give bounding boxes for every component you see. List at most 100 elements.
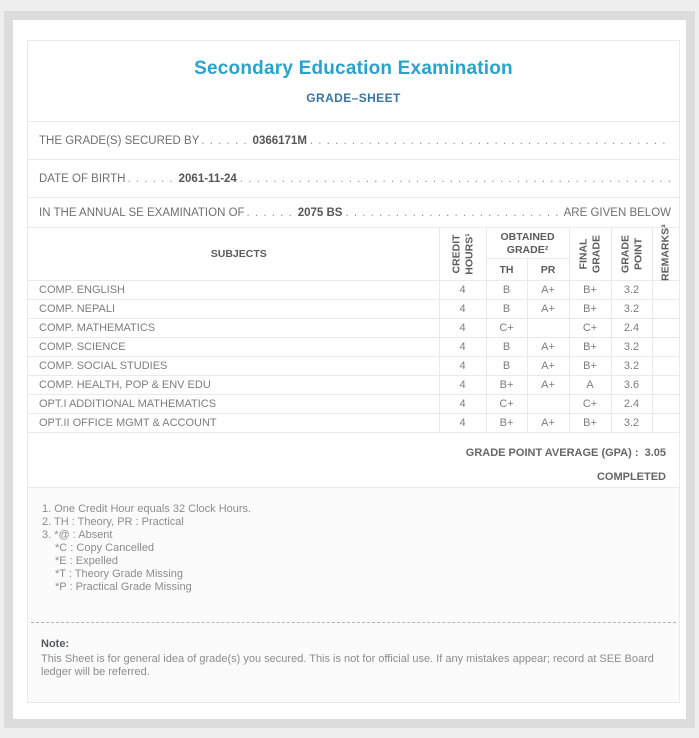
- table-row: COMP. MATHEMATICS 4 C+ C+ 2.4: [28, 318, 679, 338]
- dot-leader: [201, 135, 247, 147]
- secured-by-label: THE GRADE(S) SECURED BY: [39, 134, 200, 147]
- grade-point-cell: 3.2: [610, 299, 653, 319]
- subject-cell: COMP. SCIENCE: [28, 337, 440, 357]
- credit-cell: 4: [438, 356, 487, 376]
- credit-cell: 4: [438, 375, 487, 395]
- subject-cell: COMP. ENGLISH: [28, 280, 440, 300]
- final-grade-vertical-label: FINAL GRADE: [577, 235, 603, 273]
- footnote-copy-cancelled: *C : Copy Cancelled: [55, 542, 155, 554]
- th-grade-cell: B: [485, 299, 528, 319]
- credit-hours-vertical-label: CREDIT HOURS¹: [449, 233, 475, 275]
- pr-grade-cell: A+: [526, 337, 570, 357]
- final-grade-cell: B+: [568, 356, 612, 376]
- column-header-th: TH: [485, 258, 528, 281]
- footnote-theory-missing: *T : Theory Grade Missing: [55, 568, 183, 580]
- th-grade-cell: B: [485, 337, 528, 357]
- grades-table: SUBJECTS CREDIT HOURS¹ OBTAINED GRADE² F…: [28, 224, 679, 433]
- th-grade-cell: C+: [485, 394, 528, 414]
- note-body: This Sheet is for general idea of grade(…: [41, 652, 654, 679]
- subject-cell: COMP. MATHEMATICS: [28, 318, 440, 338]
- subject-cell: COMP. SOCIAL STUDIES: [28, 356, 440, 376]
- credit-cell: 4: [438, 394, 487, 414]
- subject-cell: OPT.I ADDITIONAL MATHEMATICS: [28, 394, 440, 414]
- remark-cell: [651, 318, 679, 338]
- dot-leader: [127, 173, 173, 185]
- page-frame: Secondary Education Examination GRADE–SH…: [4, 11, 695, 728]
- grade-point-cell: 2.4: [610, 394, 653, 414]
- column-header-subjects: SUBJECTS: [28, 227, 440, 281]
- subject-cell: COMP. NEPALI: [28, 299, 440, 319]
- credit-cell: 4: [438, 299, 487, 319]
- th-grade-cell: B: [485, 280, 528, 300]
- page-subtitle: GRADE–SHEET: [306, 91, 401, 105]
- table-row: OPT.I ADDITIONAL MATHEMATICS 4 C+ C+ 2.4: [28, 394, 679, 414]
- pr-grade-cell: [526, 394, 570, 414]
- table-row: COMP. NEPALI 4 B A+ B+ 3.2: [28, 299, 679, 319]
- footnote-expelled: *E : Expelled: [55, 555, 118, 567]
- dot-leader: [240, 173, 671, 185]
- final-grade-cell: B+: [568, 413, 612, 433]
- dot-leader: [247, 207, 293, 219]
- th-grade-cell: B+: [485, 413, 528, 433]
- footer-area: 1. One Credit Hour equals 32 Clock Hours…: [28, 488, 679, 702]
- table-row: COMP. ENGLISH 4 B A+ B+ 3.2: [28, 280, 679, 300]
- remark-cell: [651, 356, 679, 376]
- exam-year-value: 2075 BS: [297, 206, 343, 219]
- grade-point-cell: 3.2: [610, 280, 653, 300]
- info-row-dob: DATE OF BIRTH 2061-11-24: [28, 159, 679, 197]
- th-grade-cell: B: [485, 356, 528, 376]
- table-row: COMP. SOCIAL STUDIES 4 B A+ B+ 3.2: [28, 356, 679, 376]
- table-row: COMP. HEALTH, POP & ENV EDU 4 B+ A+ A 3.…: [28, 375, 679, 395]
- info-row-exam-year: IN THE ANNUAL SE EXAMINATION OF 2075 BS …: [28, 197, 679, 227]
- footnote-th-pr: 2. TH : Theory, PR : Practical: [42, 516, 184, 528]
- gpa-line: GRADE POINT AVERAGE (GPA) : 3.05: [28, 447, 666, 459]
- credit-cell: 4: [438, 318, 487, 338]
- footnotes-list: 1. One Credit Hour equals 32 Clock Hours…: [28, 488, 679, 594]
- symbol-number-value: 0366171M: [252, 134, 307, 147]
- column-header-pr: PR: [526, 258, 570, 281]
- remark-cell: [651, 280, 679, 300]
- summary-block: GRADE POINT AVERAGE (GPA) : 3.05 COMPLET…: [28, 433, 679, 488]
- final-grade-cell: C+: [568, 318, 612, 338]
- remarks-vertical-label: REMARKS³: [659, 224, 672, 281]
- column-header-credit-hours: CREDIT HOURS¹: [438, 227, 487, 281]
- pr-grade-cell: [526, 318, 570, 338]
- remark-cell: [651, 394, 679, 414]
- grade-point-cell: 3.6: [610, 375, 653, 395]
- grade-point-cell: 3.2: [610, 337, 653, 357]
- subject-cell: OPT.II OFFICE MGMT & ACCOUNT: [28, 413, 440, 433]
- credit-cell: 4: [438, 413, 487, 433]
- remark-cell: [651, 375, 679, 395]
- pr-grade-cell: A+: [526, 356, 570, 376]
- note-title: Note:: [41, 638, 70, 650]
- remark-cell: [651, 337, 679, 357]
- subject-cell: COMP. HEALTH, POP & ENV EDU: [28, 375, 440, 395]
- column-header-final-grade: FINAL GRADE: [568, 227, 612, 281]
- credit-cell: 4: [438, 337, 487, 357]
- pr-grade-cell: A+: [526, 299, 570, 319]
- column-header-grade-point: GRADE POINT: [610, 227, 653, 281]
- dashed-divider: [31, 622, 676, 623]
- dob-value: 2061-11-24: [178, 172, 237, 185]
- credit-cell: 4: [438, 280, 487, 300]
- status-completed: COMPLETED: [596, 471, 666, 483]
- column-header-remarks: REMARKS³: [651, 224, 679, 281]
- page-title: Secondary Education Examination: [194, 58, 513, 79]
- remark-cell: [651, 413, 679, 433]
- gradesheet-bordered-panel: Secondary Education Examination GRADE–SH…: [27, 40, 680, 703]
- final-grade-cell: B+: [568, 337, 612, 357]
- table-row: OPT.II OFFICE MGMT & ACCOUNT 4 B+ A+ B+ …: [28, 413, 679, 433]
- th-grade-cell: B+: [485, 375, 528, 395]
- dob-label: DATE OF BIRTH: [39, 172, 126, 185]
- table-row: COMP. SCIENCE 4 B A+ B+ 3.2: [28, 337, 679, 357]
- sheet-header: Secondary Education Examination GRADE–SH…: [28, 41, 679, 121]
- th-grade-cell: C+: [485, 318, 528, 338]
- exam-year-suffix: ARE GIVEN BELOW: [563, 206, 671, 219]
- dot-leader: [345, 207, 558, 219]
- info-row-secured-by: THE GRADE(S) SECURED BY 0366171M: [28, 121, 679, 159]
- grade-point-cell: 2.4: [610, 318, 653, 338]
- final-grade-cell: A: [568, 375, 612, 395]
- dot-leader: [310, 135, 671, 147]
- remark-cell: [651, 299, 679, 319]
- final-grade-cell: B+: [568, 299, 612, 319]
